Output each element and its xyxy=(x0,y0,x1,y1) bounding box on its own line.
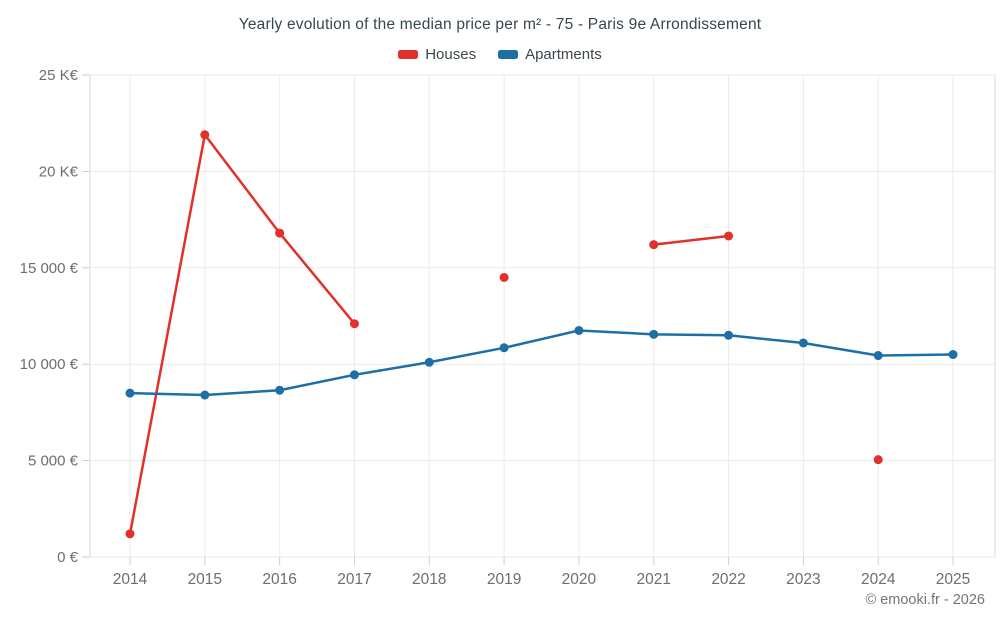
x-axis-tick-label: 2014 xyxy=(113,571,148,588)
y-axis-tick-label: 20 K€ xyxy=(39,163,79,180)
x-axis-tick-label: 2017 xyxy=(337,571,371,588)
y-axis-tick-label: 25 K€ xyxy=(39,67,79,84)
data-point-houses-2024[interactable] xyxy=(873,455,883,465)
data-point-apartments-2024[interactable] xyxy=(873,351,883,361)
x-axis-tick-label: 2025 xyxy=(936,571,970,588)
y-axis-tick-label: 5 000 € xyxy=(28,453,79,470)
data-point-apartments-2020[interactable] xyxy=(574,325,584,335)
data-point-apartments-2025[interactable] xyxy=(948,350,958,360)
series-line-apartments xyxy=(128,329,955,397)
data-point-houses-2016[interactable] xyxy=(275,228,285,238)
attribution-text: © emooki.fr - 2026 xyxy=(865,592,985,608)
x-axis-tick-label: 2020 xyxy=(562,571,597,588)
legend-item-apartments[interactable]: Apartments xyxy=(498,46,602,63)
data-point-apartments-2015[interactable] xyxy=(200,390,210,400)
chart-title: Yearly evolution of the median price per… xyxy=(238,16,762,33)
x-axis-tick-label: 2022 xyxy=(711,571,745,588)
series-line-houses xyxy=(128,133,356,536)
x-axis-tick-label: 2016 xyxy=(262,571,296,588)
apartments-series-swatch-icon xyxy=(498,50,519,59)
y-axis-tick-label: 0 € xyxy=(57,549,79,566)
x-axis-tick-label: 2024 xyxy=(861,571,896,588)
data-point-houses-2022[interactable] xyxy=(724,231,734,241)
plot-border xyxy=(89,74,996,558)
legend-label-houses: Houses xyxy=(425,46,477,63)
data-point-apartments-2017[interactable] xyxy=(349,370,359,380)
chart-legend: Houses Apartments xyxy=(0,46,1000,63)
data-point-apartments-2019[interactable] xyxy=(499,343,509,353)
houses-series-swatch-icon xyxy=(398,50,419,59)
x-axis-tick-label: 2015 xyxy=(188,571,222,588)
data-point-houses-2015[interactable] xyxy=(200,130,210,140)
data-point-apartments-2014[interactable] xyxy=(125,388,135,398)
y-axis-tick-label: 10 000 € xyxy=(20,356,79,373)
data-point-apartments-2016[interactable] xyxy=(275,385,285,395)
x-axis-tick-label: 2018 xyxy=(412,571,446,588)
data-point-houses-2019[interactable] xyxy=(499,272,509,282)
data-point-apartments-2018[interactable] xyxy=(424,357,434,367)
y-axis-tick-label: 15 000 € xyxy=(20,260,79,277)
data-point-houses-2014[interactable] xyxy=(125,529,135,539)
x-axis-tick-label: 2023 xyxy=(786,571,820,588)
data-point-apartments-2022[interactable] xyxy=(724,330,734,340)
series-line-houses xyxy=(652,234,730,246)
x-axis-tick-label: 2021 xyxy=(636,571,670,588)
legend-label-apartments: Apartments xyxy=(525,46,602,63)
legend-item-houses[interactable]: Houses xyxy=(398,46,476,63)
data-point-apartments-2021[interactable] xyxy=(649,329,659,339)
data-point-houses-2017[interactable] xyxy=(349,319,359,329)
x-axis-tick-label: 2019 xyxy=(487,571,521,588)
data-point-apartments-2023[interactable] xyxy=(798,338,808,348)
data-point-houses-2021[interactable] xyxy=(649,240,659,250)
